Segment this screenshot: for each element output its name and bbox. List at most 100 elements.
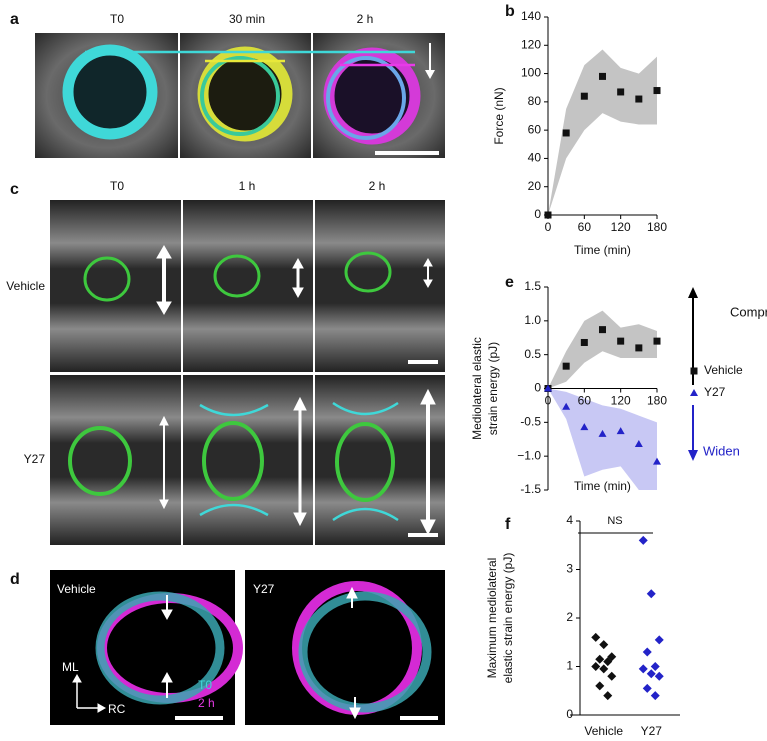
point <box>595 654 605 664</box>
ring <box>298 591 432 713</box>
ring <box>68 426 132 496</box>
y-tick-label: -0.5 <box>520 415 541 429</box>
x-tick-label: Vehicle <box>584 724 623 738</box>
point <box>653 87 661 95</box>
y-tick-label: 4 <box>566 513 573 527</box>
y-tick-label: 40 <box>528 151 542 165</box>
point <box>603 657 613 667</box>
y-tick-label: 1 <box>566 659 573 673</box>
point <box>617 88 625 96</box>
row-label: Vehicle <box>6 279 45 293</box>
y-axis-label: Mediolateral elastic <box>470 337 484 440</box>
panel-label: b <box>505 3 515 20</box>
point <box>562 129 570 137</box>
scale-bar <box>408 360 438 364</box>
annotation: NS <box>607 515 622 527</box>
ring <box>326 56 406 140</box>
point <box>646 669 656 679</box>
scale-bar <box>375 151 439 155</box>
point <box>617 337 625 345</box>
arrow-head <box>688 287 698 298</box>
point <box>654 671 664 681</box>
axis-label: RC <box>108 702 126 716</box>
panel-d: d Vehicle Y27 ML RC T0 2 h <box>10 570 445 725</box>
ring <box>213 254 261 298</box>
y-tick-label: 20 <box>528 179 542 193</box>
point <box>599 72 606 80</box>
image-label: Y27 <box>253 582 275 596</box>
point <box>599 326 606 334</box>
point <box>580 92 588 100</box>
point <box>599 664 609 674</box>
point <box>591 662 601 671</box>
point <box>638 664 648 674</box>
point <box>580 338 588 346</box>
x-tick-label: 120 <box>611 220 631 234</box>
caption: T0 <box>110 12 124 26</box>
caption: 2 h <box>369 179 386 193</box>
point <box>607 671 617 681</box>
panel-label: d <box>10 571 20 588</box>
legend-marker <box>690 367 698 375</box>
y-tick-label: 0 <box>534 207 541 221</box>
panel-c: c T0 1 h 2 h Vehicle Y27 <box>6 179 445 545</box>
point <box>591 632 601 642</box>
y-tick-label: 60 <box>528 122 542 136</box>
arrow-head <box>425 70 435 79</box>
y-tick-label: 100 <box>521 66 541 80</box>
legend-label: T0 <box>198 678 212 692</box>
image <box>50 200 181 372</box>
scale-bar <box>408 533 438 537</box>
point <box>650 691 660 701</box>
image <box>183 200 313 372</box>
point <box>603 691 613 701</box>
ring <box>62 44 158 140</box>
row-label: Y27 <box>24 452 46 466</box>
x-tick-label: Y27 <box>641 724 663 738</box>
arrow-head <box>688 450 698 461</box>
y-tick-label: 0.5 <box>524 347 541 361</box>
scale-bar <box>400 716 438 720</box>
point <box>654 635 664 645</box>
legend-label: Vehicle <box>704 363 743 377</box>
point <box>544 211 552 219</box>
caption: 2 h <box>357 12 374 26</box>
panel-label: e <box>505 274 514 291</box>
point <box>653 337 661 345</box>
point <box>638 535 648 545</box>
annotations-f: NS <box>578 515 653 534</box>
caption: 30 min <box>229 12 265 26</box>
y-tick-label: 2 <box>566 610 573 624</box>
ring <box>83 256 131 302</box>
y-axis-label: strain energy (pJ) <box>486 342 500 435</box>
ring <box>344 251 392 293</box>
ring <box>335 422 395 502</box>
ring <box>202 421 264 501</box>
error-band <box>548 310 657 389</box>
point <box>646 589 656 599</box>
point <box>580 423 589 431</box>
y-tick-label: 0 <box>566 707 573 721</box>
y-tick-label: 3 <box>566 562 573 576</box>
legend-marker <box>690 389 698 396</box>
point <box>595 681 605 691</box>
error-band <box>548 388 657 490</box>
y-axis-label: Force (nN) <box>492 87 506 144</box>
axis-label: ML <box>62 660 79 674</box>
x-tick-label: 0 <box>545 394 552 408</box>
point <box>653 457 661 465</box>
point <box>616 427 625 435</box>
y-tick-label: 0 <box>534 381 541 395</box>
point <box>562 402 571 410</box>
x-tick-label: 180 <box>647 394 667 408</box>
point <box>635 95 643 103</box>
error-band <box>548 49 657 216</box>
point <box>650 662 660 671</box>
x-tick-label: 120 <box>611 394 631 408</box>
arrows <box>156 245 436 536</box>
point <box>599 640 609 650</box>
x-tick-label: 0 <box>545 220 552 234</box>
point <box>634 439 643 447</box>
point <box>544 384 552 392</box>
